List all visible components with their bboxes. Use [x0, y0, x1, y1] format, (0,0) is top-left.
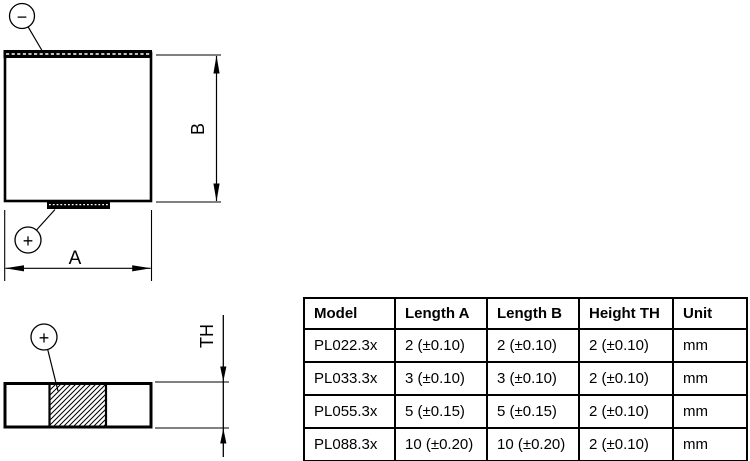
plus-terminal-circle — [14, 226, 42, 254]
cell-length-b: 5 (±0.15) — [486, 394, 580, 429]
header-length-b: Length B — [486, 297, 580, 330]
dimension-a: A — [4, 210, 153, 281]
table-row: PL088.3x 10 (±0.20) 10 (±0.20) 2 (±0.10)… — [303, 427, 748, 461]
cell-model: PL033.3x — [303, 361, 396, 396]
cell-unit: mm — [672, 328, 748, 363]
cell-length-a: 3 (±0.10) — [394, 361, 488, 396]
dim-a-label: A — [69, 248, 82, 269]
header-height-th: Height TH — [578, 297, 674, 330]
top-electrode — [3, 50, 152, 58]
spec-table-header-row: Model Length A Length B Height TH Unit — [303, 297, 748, 330]
dim-th-arrow-up — [220, 428, 227, 444]
minus-terminal: − — [8, 2, 43, 51]
cell-length-a: 5 (±0.15) — [394, 394, 488, 429]
cell-unit: mm — [672, 361, 748, 396]
dim-th-arrow-down — [220, 366, 227, 382]
dimension-th: TH — [155, 315, 229, 457]
front-view-body — [3, 51, 153, 203]
cell-unit: mm — [672, 427, 748, 461]
cell-height-th: 2 (±0.10) — [578, 328, 674, 363]
side-plus-terminal: + — [30, 323, 59, 392]
side-plus-sign: + — [39, 328, 50, 348]
minus-terminal-circle — [8, 2, 36, 30]
cell-height-th: 2 (±0.10) — [578, 361, 674, 396]
cell-length-a: 2 (±0.10) — [394, 328, 488, 363]
bottom-electrode — [47, 200, 110, 209]
table-row: PL033.3x 3 (±0.10) 3 (±0.10) 2 (±0.10) m… — [303, 361, 748, 396]
side-plus-leader-line — [47, 349, 59, 392]
minus-leader-line — [27, 26, 43, 51]
plus-sign: + — [23, 231, 34, 251]
dim-th-label: TH — [197, 324, 217, 348]
cell-length-b: 10 (±0.20) — [486, 427, 580, 461]
side-view: + TH — [3, 315, 229, 457]
cell-model: PL088.3x — [303, 427, 396, 461]
table-row: PL055.3x 5 (±0.15) 5 (±0.15) 2 (±0.10) m… — [303, 394, 748, 429]
plus-leader-line — [35, 209, 56, 231]
dim-b-arrow-up — [213, 55, 220, 74]
cell-length-b: 3 (±0.10) — [486, 361, 580, 396]
dim-b-label: B — [188, 123, 208, 135]
dim-a-arrow-left — [5, 265, 24, 272]
cell-unit: mm — [672, 394, 748, 429]
header-unit: Unit — [672, 297, 748, 330]
dim-a-arrow-right — [132, 265, 151, 272]
table-row: PL022.3x 2 (±0.10) 2 (±0.10) 2 (±0.10) m… — [303, 328, 748, 363]
cell-length-a: 10 (±0.20) — [394, 427, 488, 461]
dimension-b: B — [156, 54, 221, 203]
side-plus-terminal-circle — [30, 323, 58, 351]
cell-model: PL022.3x — [303, 328, 396, 363]
cell-model: PL055.3x — [303, 394, 396, 429]
front-view: − + B — [3, 2, 221, 281]
header-model: Model — [303, 297, 396, 330]
plus-terminal: + — [14, 209, 56, 254]
spec-table: Model Length A Length B Height TH Unit P… — [303, 297, 748, 461]
cell-length-b: 2 (±0.10) — [486, 328, 580, 363]
minus-sign: − — [17, 7, 28, 27]
cell-height-th: 2 (±0.10) — [578, 427, 674, 461]
dim-b-arrow-down — [213, 183, 220, 202]
cell-height-th: 2 (±0.10) — [578, 394, 674, 429]
center-electrode-hatched — [48, 382, 108, 429]
header-length-a: Length A — [394, 297, 488, 330]
